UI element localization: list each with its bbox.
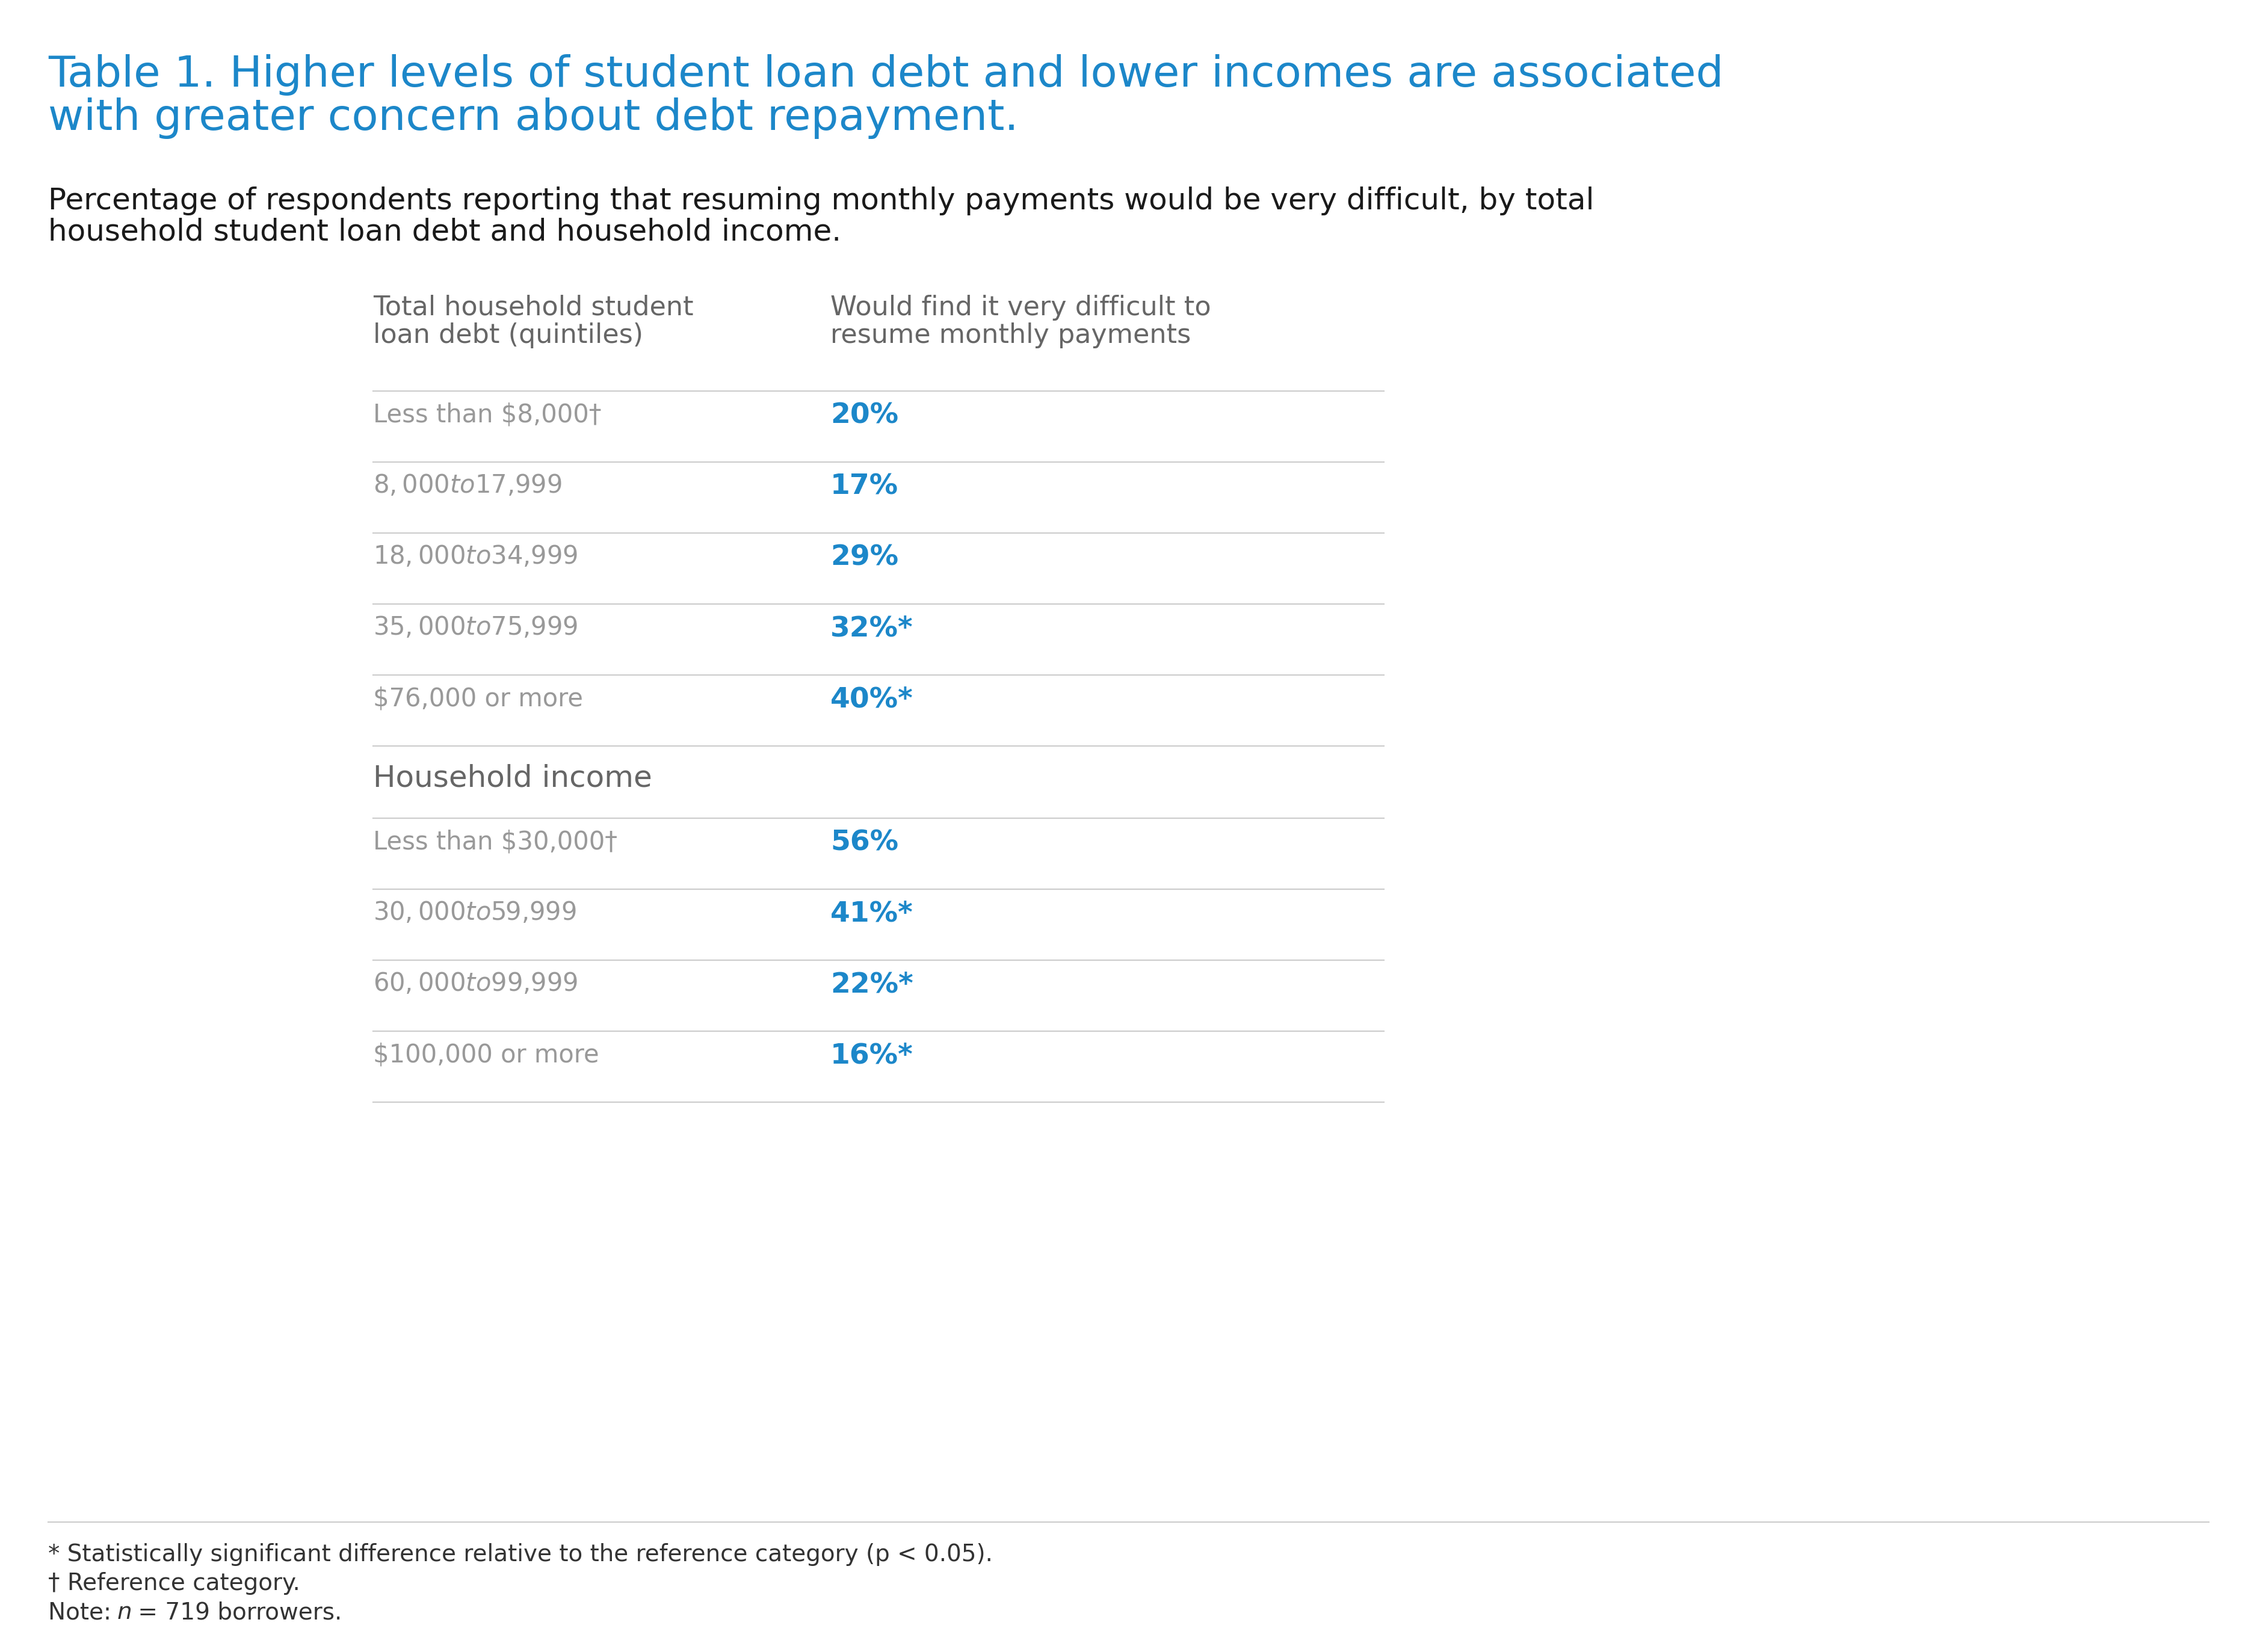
Text: $60,000 to $99,999: $60,000 to $99,999	[372, 971, 578, 996]
Text: 32%*: 32%*	[831, 615, 914, 643]
Text: Would find it very difficult to: Would find it very difficult to	[831, 294, 1212, 320]
Text: $35,000 to $75,999: $35,000 to $75,999	[372, 615, 578, 639]
Text: 22%*: 22%*	[831, 971, 914, 998]
Text: loan debt (quintiles): loan debt (quintiles)	[372, 322, 643, 349]
Text: Note:: Note:	[47, 1601, 120, 1624]
Text: 17%: 17%	[831, 472, 898, 501]
Text: 40%*: 40%*	[831, 686, 914, 714]
Text: * Statistically significant difference relative to the reference category (p < 0: * Statistically significant difference r…	[47, 1543, 993, 1566]
Text: $18,000 to $34,999: $18,000 to $34,999	[372, 544, 578, 570]
Text: Less than $30,000†: Less than $30,000†	[372, 829, 618, 854]
Text: with greater concern about debt repayment.: with greater concern about debt repaymen…	[47, 97, 1018, 139]
Text: household student loan debt and household income.: household student loan debt and househol…	[47, 218, 842, 246]
Text: 29%: 29%	[831, 544, 898, 572]
Text: n: n	[117, 1601, 133, 1624]
Text: † Reference category.: † Reference category.	[47, 1573, 300, 1594]
Text: 56%: 56%	[831, 829, 898, 856]
Text: Total household student: Total household student	[372, 294, 693, 320]
Text: 20%: 20%	[831, 401, 898, 430]
Text: Household income: Household income	[372, 763, 652, 793]
Text: $100,000 or more: $100,000 or more	[372, 1042, 598, 1067]
Text: = 719 borrowers.: = 719 borrowers.	[131, 1601, 343, 1624]
Text: resume monthly payments: resume monthly payments	[831, 322, 1192, 349]
Text: Table 1. Higher levels of student loan debt and lower incomes are associated: Table 1. Higher levels of student loan d…	[47, 55, 1724, 96]
Text: Less than $8,000†: Less than $8,000†	[372, 401, 600, 428]
Text: $30,000 to $59,999: $30,000 to $59,999	[372, 900, 576, 925]
Text: $8,000 to $17,999: $8,000 to $17,999	[372, 472, 562, 499]
Text: $76,000 or more: $76,000 or more	[372, 686, 582, 710]
Text: 16%*: 16%*	[831, 1042, 914, 1069]
Text: 41%*: 41%*	[831, 900, 914, 927]
Text: Percentage of respondents reporting that resuming monthly payments would be very: Percentage of respondents reporting that…	[47, 187, 1593, 215]
